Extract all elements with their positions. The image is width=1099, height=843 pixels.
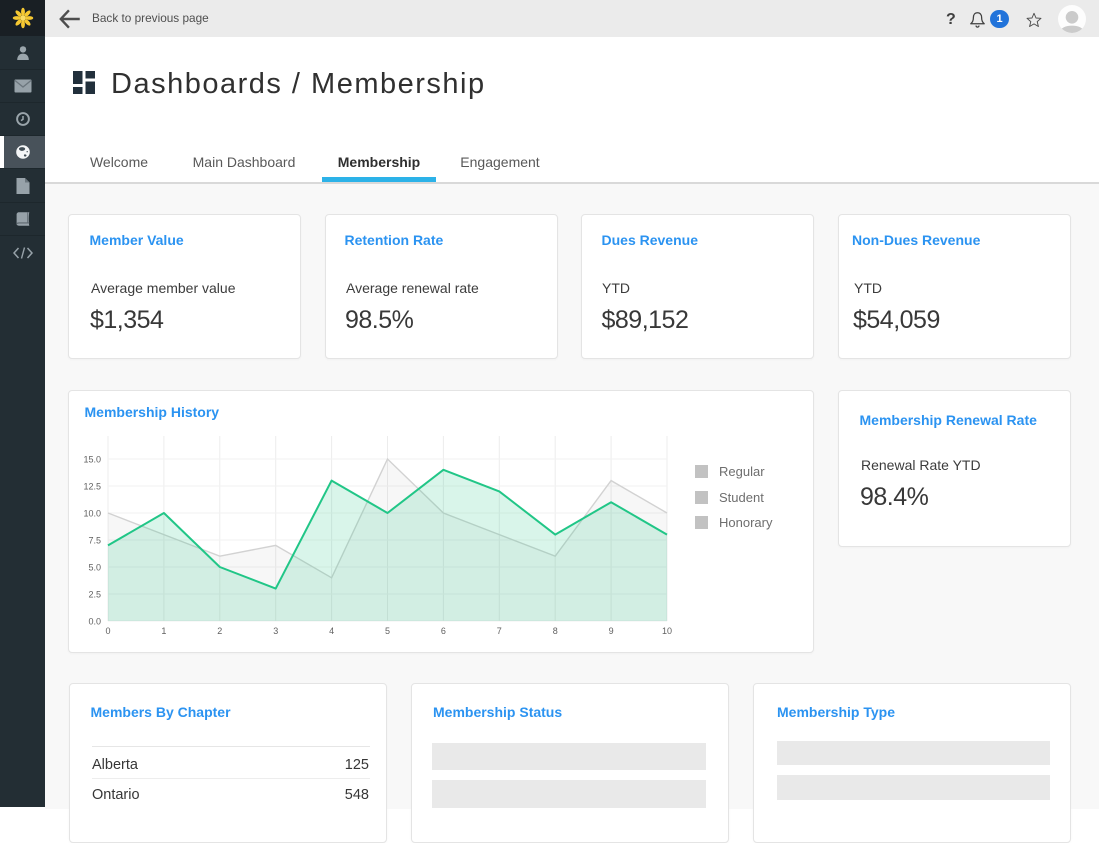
svg-text:0.0: 0.0	[88, 617, 101, 627]
svg-text:2: 2	[217, 626, 222, 636]
svg-text:Student: Student	[719, 490, 764, 505]
svg-text:2.5: 2.5	[88, 590, 101, 600]
svg-text:12.5: 12.5	[83, 482, 101, 492]
svg-text:10.0: 10.0	[83, 509, 101, 519]
svg-text:0: 0	[105, 626, 110, 636]
svg-text:15.0: 15.0	[83, 455, 101, 465]
svg-text:Regular: Regular	[719, 464, 765, 479]
svg-text:4: 4	[329, 626, 334, 636]
svg-text:8: 8	[553, 626, 558, 636]
svg-text:7: 7	[497, 626, 502, 636]
svg-text:1: 1	[161, 626, 166, 636]
svg-text:9: 9	[609, 626, 614, 636]
svg-text:5.0: 5.0	[88, 563, 101, 573]
svg-text:Honorary: Honorary	[719, 515, 773, 530]
svg-text:5: 5	[385, 626, 390, 636]
svg-text:10: 10	[662, 626, 672, 636]
svg-text:7.5: 7.5	[88, 536, 101, 546]
svg-text:6: 6	[441, 626, 446, 636]
svg-text:3: 3	[273, 626, 278, 636]
